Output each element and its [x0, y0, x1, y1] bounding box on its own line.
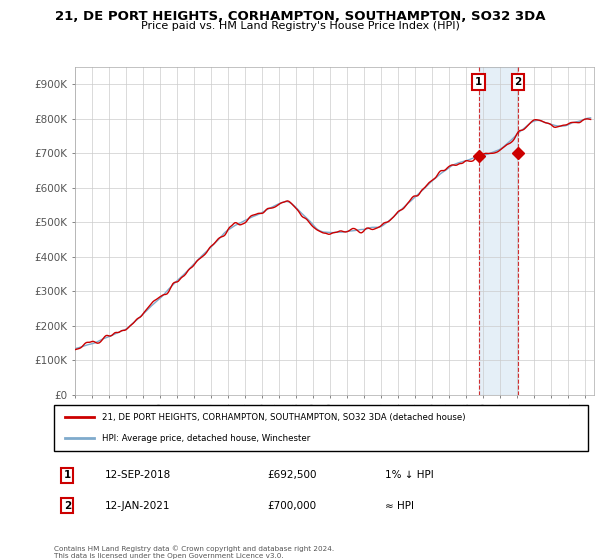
Text: 21, DE PORT HEIGHTS, CORHAMPTON, SOUTHAMPTON, SO32 3DA: 21, DE PORT HEIGHTS, CORHAMPTON, SOUTHAM…	[55, 10, 545, 22]
Text: 1: 1	[475, 77, 482, 87]
Text: 21, DE PORT HEIGHTS, CORHAMPTON, SOUTHAMPTON, SO32 3DA (detached house): 21, DE PORT HEIGHTS, CORHAMPTON, SOUTHAM…	[102, 413, 466, 422]
Text: 12-SEP-2018: 12-SEP-2018	[105, 470, 171, 480]
Text: 2: 2	[514, 77, 521, 87]
Bar	[479, 67, 518, 395]
FancyBboxPatch shape	[54, 405, 588, 451]
Text: Price paid vs. HM Land Registry's House Price Index (HPI): Price paid vs. HM Land Registry's House …	[140, 21, 460, 31]
Text: 2: 2	[64, 501, 71, 511]
Text: 1: 1	[64, 470, 71, 480]
Text: £692,500: £692,500	[268, 470, 317, 480]
Text: ≈ HPI: ≈ HPI	[385, 501, 414, 511]
Text: 1% ↓ HPI: 1% ↓ HPI	[385, 470, 434, 480]
Text: Contains HM Land Registry data © Crown copyright and database right 2024.
This d: Contains HM Land Registry data © Crown c…	[54, 545, 334, 559]
Text: 12-JAN-2021: 12-JAN-2021	[105, 501, 170, 511]
Text: £700,000: £700,000	[268, 501, 317, 511]
Text: HPI: Average price, detached house, Winchester: HPI: Average price, detached house, Winc…	[102, 434, 310, 443]
